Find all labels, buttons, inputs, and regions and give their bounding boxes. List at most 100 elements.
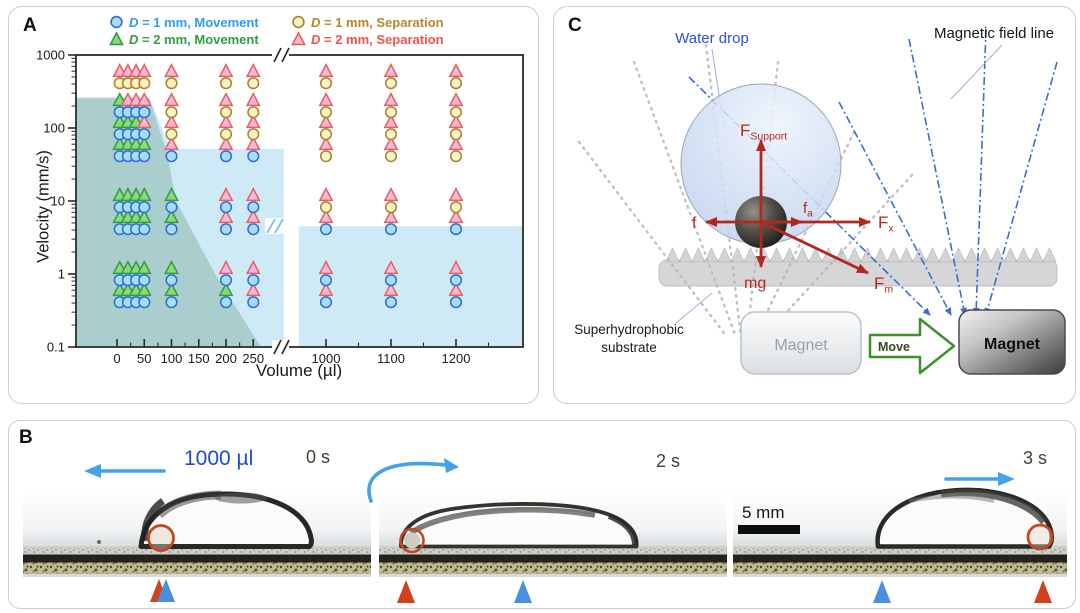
position-markers: [150, 579, 1052, 603]
data-point-circle: [319, 128, 333, 141]
data-point-triangle: [448, 259, 464, 275]
svg-text:1200: 1200: [442, 351, 471, 366]
data-point-circle: [219, 128, 233, 141]
data-point-circle: [219, 223, 233, 236]
data-point-triangle: [218, 113, 234, 129]
data-point-circle: [219, 296, 233, 309]
magnetic-field-lines: [688, 28, 1058, 316]
force-arrows: [705, 139, 871, 275]
substrate-label-line2: substrate: [601, 340, 657, 355]
data-point-circle: [384, 296, 398, 309]
substrate-leader: [675, 292, 713, 324]
data-point-triangle: [245, 91, 261, 107]
data-point-triangle: [383, 259, 399, 275]
legend-marker-icon: [291, 31, 306, 46]
data-point-triangle: [448, 281, 464, 297]
bead-ring-annotation: [147, 524, 175, 552]
data-point-circle: [165, 274, 178, 287]
data-point-circle: [247, 150, 260, 163]
data-point-circle: [384, 201, 398, 214]
data-point-circle: [384, 150, 398, 163]
time-label-3s: 3 s: [1023, 448, 1048, 468]
data-point-circle: [138, 223, 151, 236]
data-point-circle: [247, 296, 260, 309]
magnet-old-position: [740, 311, 862, 375]
axis-ticks: [68, 54, 490, 348]
data-point-circle: [319, 296, 333, 309]
data-point-circle: [138, 274, 151, 287]
data-point-triangle: [136, 113, 152, 129]
svg-text:0: 0: [113, 351, 120, 366]
force-support-label: FSupport: [740, 121, 787, 143]
panel-a-label: A: [23, 15, 37, 36]
svg-text:0.1: 0.1: [47, 340, 65, 355]
legend-item: D = 2 mm, Movement: [109, 31, 289, 47]
legend-item: D = 1 mm, Movement: [109, 14, 289, 30]
data-point-circle: [247, 77, 260, 90]
data-point-circle: [138, 128, 151, 141]
magnet-marker-red: [1034, 580, 1052, 603]
legend-label: D = 1 mm, Separation: [311, 14, 444, 30]
legend-marker-icon: [292, 15, 305, 29]
bead-ring-annotation: [1026, 523, 1054, 551]
data-point-triangle: [318, 62, 334, 78]
data-point-triangle: [318, 259, 334, 275]
time-label-2s: 2 s: [656, 451, 681, 471]
svg-text:200: 200: [215, 351, 237, 366]
photo-frame-3s: [733, 487, 1067, 577]
svg-text:1000: 1000: [312, 351, 341, 366]
data-point-circle: [384, 223, 398, 236]
data-point-circle: [247, 223, 260, 236]
force-fm-label: Fm: [874, 274, 893, 296]
data-point-circle: [165, 296, 178, 309]
data-point-triangle: [448, 62, 464, 78]
data-point-circle: [449, 128, 463, 141]
data-point-circle: [138, 106, 151, 119]
svg-text:100: 100: [161, 351, 183, 366]
data-point-triangle: [218, 259, 234, 275]
data-point-circle: [319, 150, 333, 163]
drop-marker-blue: [157, 579, 175, 602]
data-point-circle: [449, 296, 463, 309]
magnet-new-position: [958, 309, 1066, 375]
magnet-marker-red: [397, 580, 415, 603]
svg-text:1: 1: [58, 267, 65, 282]
force-gravity-label: mg: [744, 275, 766, 292]
data-point-triangle: [318, 135, 334, 151]
data-point-circle: [319, 223, 333, 236]
move-arrow: [868, 317, 956, 375]
data-point-circle: [247, 201, 260, 214]
legend-label: D = 2 mm, Separation: [311, 31, 444, 47]
magnet-new-label: Magnet: [984, 336, 1041, 353]
data-point-triangle: [218, 62, 234, 78]
data-point-triangle: [383, 62, 399, 78]
data-point-circle: [319, 274, 333, 287]
data-point-triangle: [218, 135, 234, 151]
curved-motion-arrow: [367, 461, 447, 503]
data-point-circle: [165, 77, 178, 90]
data-point-triangle: [383, 208, 399, 224]
data-point-triangle: [318, 281, 334, 297]
svg-text:100: 100: [43, 121, 65, 136]
data-point-circle: [138, 201, 151, 214]
data-point-triangle: [164, 113, 179, 129]
data-point-circle: [138, 150, 151, 163]
data-point-triangle: [164, 186, 179, 202]
data-point-triangle: [383, 91, 399, 107]
force-fx-label: Fx: [878, 213, 894, 235]
data-point-circle: [247, 274, 260, 287]
data-point-triangle: [218, 281, 234, 297]
panel-c-schematic: C: [553, 6, 1076, 404]
data-point-triangle: [164, 281, 179, 297]
data-point-circle: [319, 201, 333, 214]
data-point-circle: [449, 77, 463, 90]
data-point-triangle: [245, 113, 261, 129]
drop-marker-blue: [873, 580, 891, 603]
data-point-circle: [138, 77, 151, 90]
data-point-triangle: [164, 208, 179, 224]
data-point-circle: [219, 77, 233, 90]
time-label-0s: 0 s: [306, 447, 331, 467]
legend-marker-icon: [109, 31, 124, 46]
photo-strip: [23, 458, 1067, 603]
data-point-triangle: [136, 281, 152, 297]
